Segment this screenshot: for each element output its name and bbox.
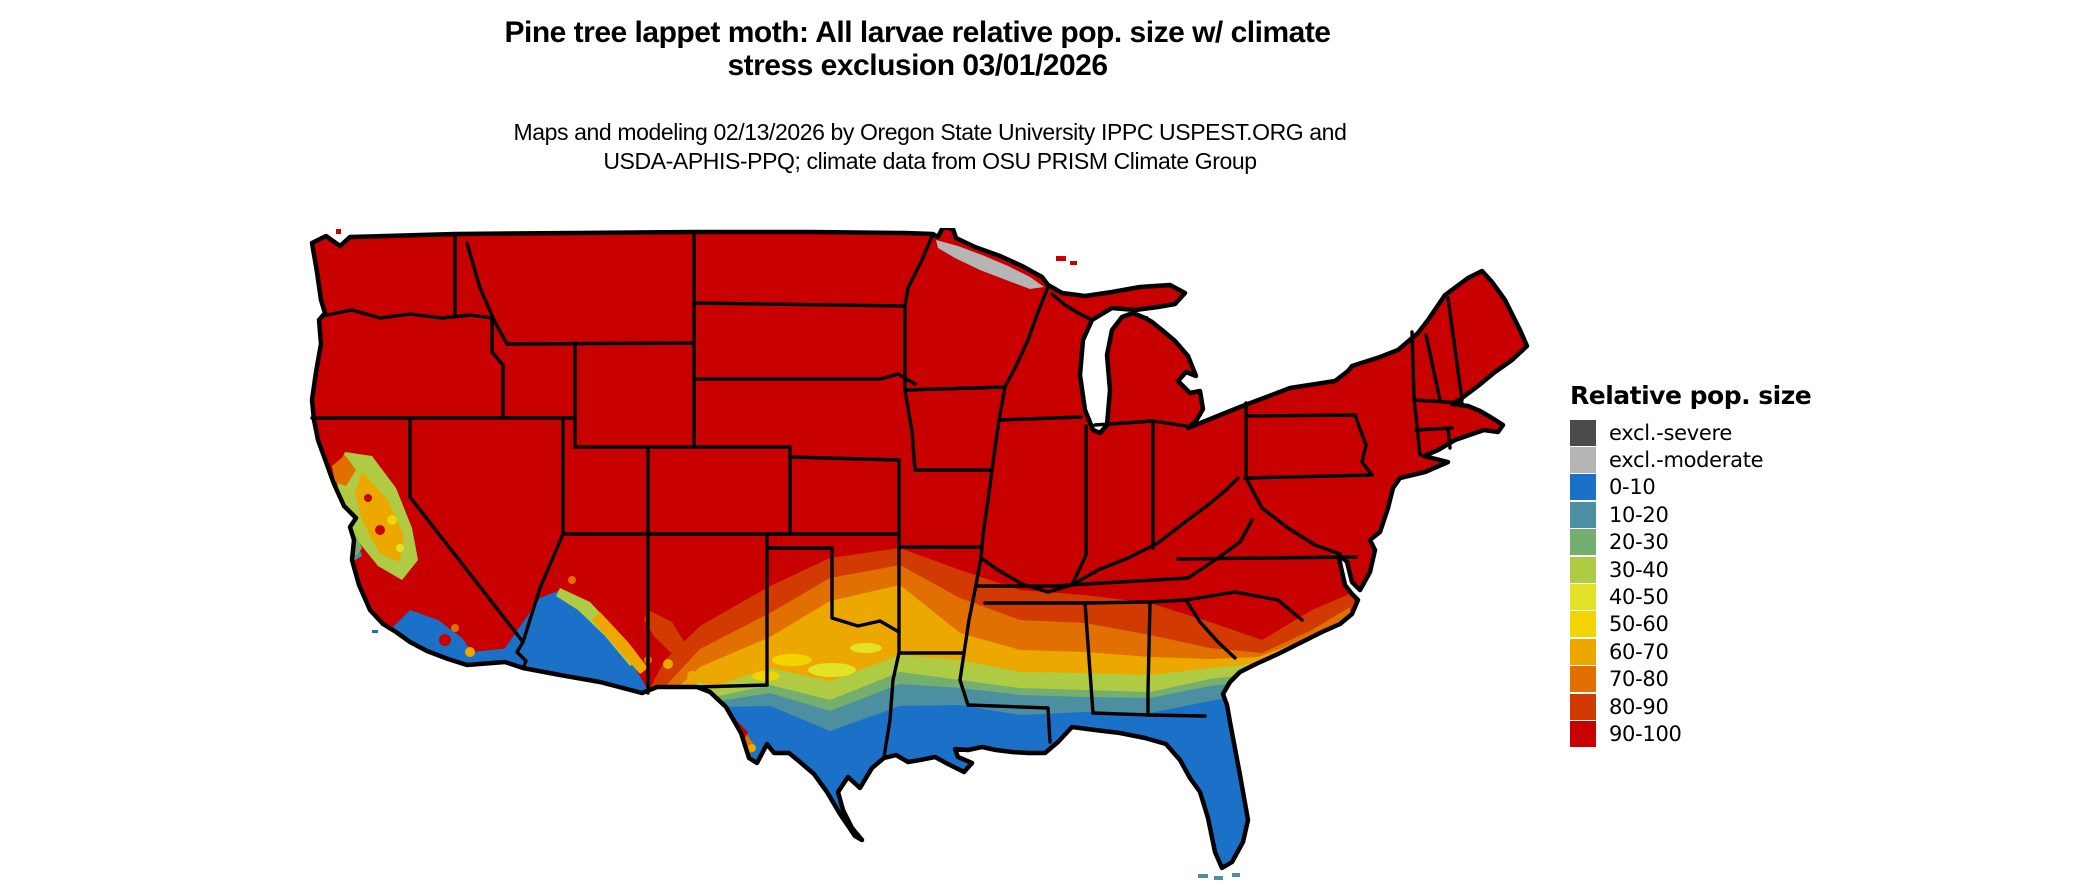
- us-map: [295, 228, 1535, 888]
- legend-item-excl.-moderate: excl.-moderate: [1570, 446, 1830, 474]
- map-subtitle-line2: USDA-APHIS-PPQ; climate data from OSU PR…: [603, 148, 1257, 174]
- map-patch-nm-80-90: [644, 610, 688, 658]
- legend-label: 60-70: [1609, 639, 1669, 664]
- map-florida-keys2: [1214, 876, 1223, 880]
- map-nw-speck: [336, 229, 341, 234]
- legend-swatch: [1570, 720, 1596, 747]
- legend-label: 0-10: [1609, 475, 1656, 500]
- map-patch-ca-red-dot2: [364, 494, 372, 502]
- legend-item-50-60: 50-60: [1570, 611, 1830, 638]
- legend: Relative pop. size excl.-severe excl.-mod…: [1570, 381, 1830, 748]
- map-channel-island2: [420, 644, 427, 648]
- map-patch-tx-40-50: [808, 663, 856, 677]
- legend-swatch: [1570, 638, 1596, 665]
- map-channel-island4: [372, 630, 378, 633]
- map-subtitle: Maps and modeling 02/13/2026 by Oregon S…: [300, 118, 1560, 176]
- map-patch-tx-40-50b: [850, 643, 882, 653]
- legend-label: excl.-moderate: [1609, 448, 1764, 473]
- legend-label: 30-40: [1609, 557, 1669, 582]
- legend-swatch: [1570, 611, 1596, 638]
- map-patch-socal-orange: [451, 624, 459, 632]
- map-subtitle-line1: Maps and modeling 02/13/2026 by Oregon S…: [513, 119, 1347, 145]
- map-superior-island: [1070, 261, 1077, 265]
- map-patch-ca-50-60: [387, 515, 397, 525]
- map-isle-royale: [1056, 256, 1066, 261]
- legend-label: 20-30: [1609, 530, 1669, 555]
- legend-item-80-90: 80-90: [1570, 693, 1830, 720]
- us-map-svg: [295, 228, 1535, 880]
- legend-item-10-20: 10-20: [1570, 501, 1830, 528]
- legend-item-70-80: 70-80: [1570, 666, 1830, 693]
- legend-swatch: [1570, 529, 1596, 556]
- map-patch-mn-gray-dot2: [1014, 278, 1021, 282]
- map-patch-tx-50-60: [772, 654, 812, 666]
- map-channel-island3: [436, 650, 443, 654]
- legend-item-20-30: 20-30: [1570, 529, 1830, 556]
- legend-label: 50-60: [1609, 612, 1669, 637]
- legend-rows: excl.-severe excl.-moderate 0-10 10-20 20-30…: [1570, 419, 1830, 748]
- legend-swatch: [1570, 584, 1596, 611]
- legend-label: 80-90: [1609, 694, 1669, 719]
- legend-label: 70-80: [1609, 667, 1669, 692]
- legend-label: excl.-severe: [1609, 420, 1732, 445]
- legend-item-30-40: 30-40: [1570, 556, 1830, 583]
- legend-item-excl.-severe: excl.-severe: [1570, 419, 1830, 446]
- map-patch-ca-40-50: [396, 544, 404, 552]
- legend-item-40-50: 40-50: [1570, 583, 1830, 611]
- legend-swatch: [1570, 556, 1596, 583]
- legend-label: 10-20: [1609, 502, 1669, 527]
- map-patch-az-60-70: [592, 612, 648, 674]
- map-band-0-10: [714, 693, 1268, 868]
- map-patch-mn-excl-moderate: [936, 240, 1044, 289]
- legend-swatch: [1570, 693, 1596, 720]
- map-patch-socal-gold: [465, 647, 475, 657]
- legend-swatch: [1570, 474, 1596, 501]
- map-title-line2: stress exclusion 03/01/2026: [727, 49, 1108, 82]
- map-patch-wtx-gold: [748, 744, 756, 752]
- legend-label: 40-50: [1609, 585, 1669, 610]
- map-florida-keys3: [1232, 873, 1240, 877]
- state-borders: [310, 230, 1464, 759]
- map-patch-socal-red: [439, 634, 451, 646]
- legend-item-90-100: 90-100: [1570, 720, 1830, 747]
- map-patch-nm-gold2: [687, 671, 697, 681]
- legend-title: Relative pop. size: [1570, 381, 1812, 410]
- legend-swatch: [1570, 447, 1596, 474]
- legend-swatch: [1570, 419, 1596, 446]
- legend-item-0-10: 0-10: [1570, 474, 1830, 501]
- map-patch-ca-red-dot: [375, 525, 385, 535]
- map-title-line1: Pine tree lappet moth: All larvae relati…: [504, 16, 1331, 49]
- map-patch-nm-gold: [663, 659, 673, 669]
- map-patch-mn-gray-dot: [990, 268, 998, 273]
- map-patch-az-orange: [568, 576, 576, 584]
- map-patch-ca-70-80: [332, 455, 356, 486]
- legend-item-60-70: 60-70: [1570, 638, 1830, 665]
- map-florida-keys1: [1198, 874, 1208, 878]
- legend-label: 90-100: [1609, 721, 1682, 746]
- legend-swatch: [1570, 666, 1596, 693]
- map-title: Pine tree lappet moth: All larvae relati…: [300, 16, 1535, 82]
- legend-swatch: [1570, 501, 1596, 528]
